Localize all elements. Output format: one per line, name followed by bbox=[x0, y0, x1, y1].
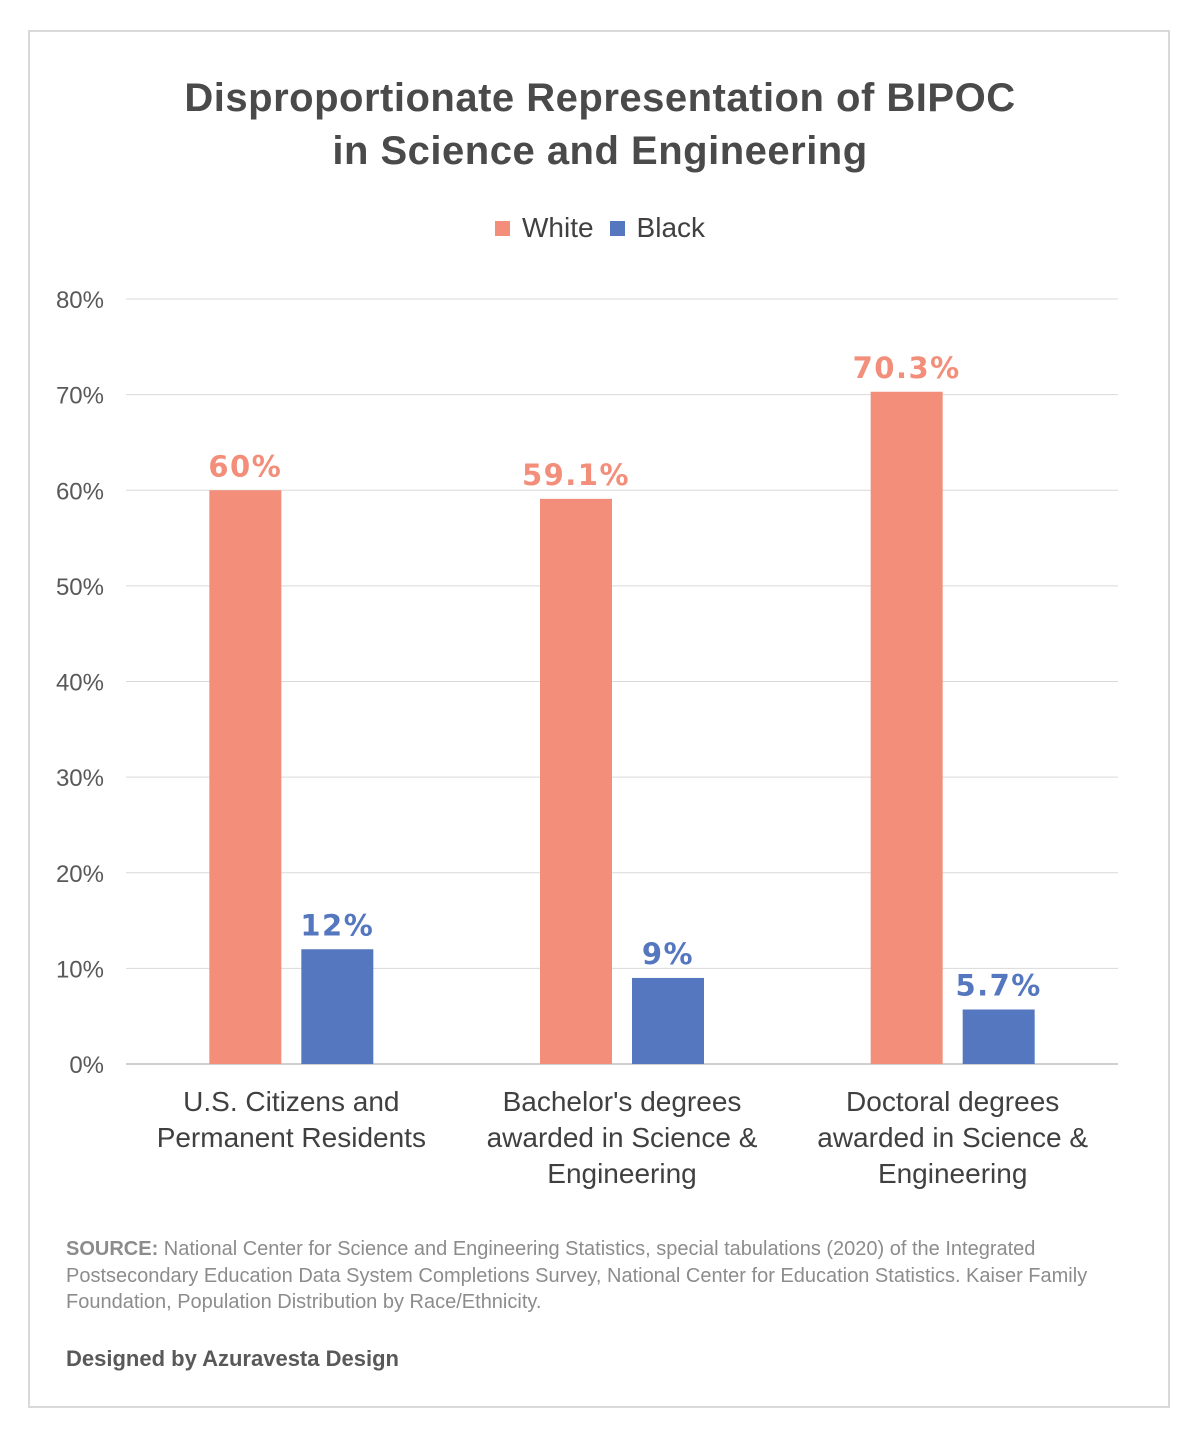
data-label-white: 60% bbox=[208, 449, 282, 483]
bar-white bbox=[209, 490, 282, 1064]
y-tick-label: 40% bbox=[56, 670, 104, 697]
legend-swatch-white bbox=[494, 220, 510, 236]
y-tick-label: 20% bbox=[56, 861, 104, 888]
chart-title-line-1: Disproportionate Representation of BIPOC bbox=[184, 76, 1016, 120]
x-category-label: Doctoral degrees bbox=[846, 1086, 1059, 1117]
x-category-label: awarded in Science & bbox=[817, 1122, 1088, 1153]
y-tick-label: 50% bbox=[56, 574, 104, 601]
data-label-white: 59.1% bbox=[522, 458, 630, 492]
bar-black bbox=[632, 977, 704, 1064]
y-tick-label: 60% bbox=[56, 478, 104, 505]
legend-item-white: White bbox=[494, 212, 594, 244]
y-tick-label: 0% bbox=[69, 1052, 104, 1079]
bar-white bbox=[870, 391, 943, 1065]
legend: White Black bbox=[0, 212, 1200, 244]
x-category-label: awarded in Science & bbox=[487, 1122, 758, 1153]
x-category-label: U.S. Citizens and bbox=[183, 1086, 399, 1117]
y-tick-label: 10% bbox=[56, 956, 104, 983]
legend-label-white: White bbox=[521, 212, 594, 243]
chart-title-line-2: in Science and Engineering bbox=[332, 129, 868, 173]
data-label-black: 5.7% bbox=[955, 968, 1041, 1002]
x-category-label: Engineering bbox=[878, 1158, 1027, 1189]
legend-label-black: Black bbox=[636, 212, 706, 243]
bar-black bbox=[301, 949, 374, 1064]
y-tick-label: 80% bbox=[56, 287, 104, 314]
legend-item-black: Black bbox=[609, 212, 706, 244]
data-label-white: 70.3% bbox=[853, 351, 961, 385]
y-tick-label: 70% bbox=[56, 383, 104, 410]
x-category-label: Engineering bbox=[547, 1158, 696, 1189]
source-label: SOURCE: bbox=[66, 1238, 159, 1260]
x-category-label: Bachelor's degrees bbox=[503, 1086, 742, 1117]
y-tick-label: 30% bbox=[56, 765, 104, 792]
bar-black bbox=[962, 1009, 1035, 1064]
source-text: National Center for Science and Engineer… bbox=[66, 1238, 1088, 1313]
chart-title: Disproportionate Representation of BIPOC… bbox=[0, 72, 1200, 178]
bar-white bbox=[540, 498, 612, 1064]
data-label-black: 12% bbox=[300, 908, 374, 942]
legend-swatch-black bbox=[609, 220, 625, 236]
x-category-label: Permanent Residents bbox=[157, 1122, 426, 1153]
data-label-black: 9% bbox=[642, 937, 694, 971]
design-credit: Designed by Azuravesta Design bbox=[66, 1346, 399, 1371]
source-note: SOURCE: National Center for Science and … bbox=[66, 1236, 1156, 1316]
